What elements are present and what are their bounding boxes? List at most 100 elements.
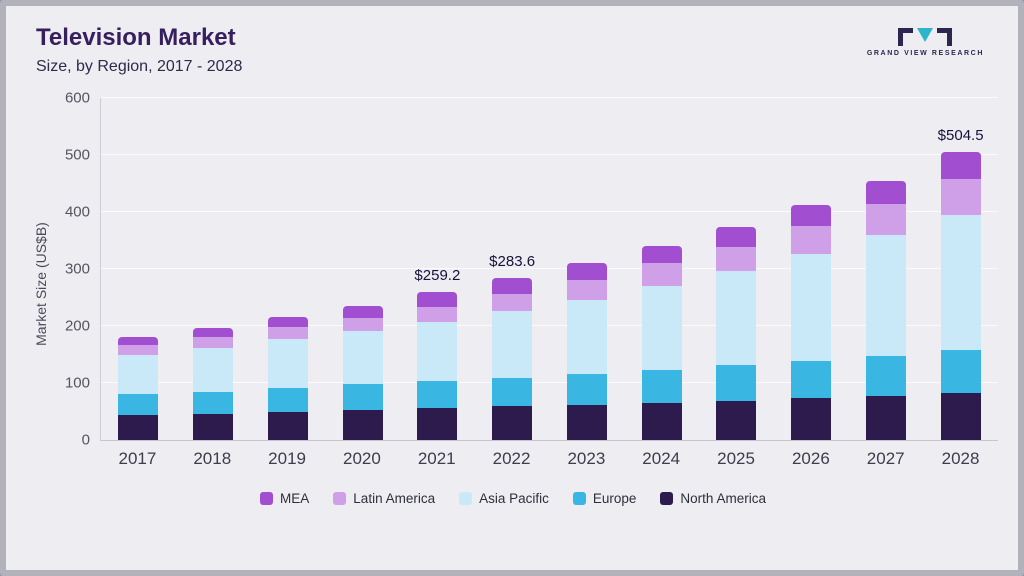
bar-stack-2026 [791, 205, 832, 440]
x-tick-label: 2021 [417, 449, 456, 468]
x-tick-label: 2017 [118, 449, 157, 468]
gridline [101, 211, 998, 212]
legend-swatch [459, 492, 473, 505]
bar-segment-mea [566, 263, 607, 280]
x-tick-label: 2019 [268, 449, 306, 468]
bar-column-2020 [325, 98, 400, 440]
bar-stack-2018 [193, 327, 234, 440]
bar-segment-north-america [118, 414, 159, 440]
bar-segment-europe [791, 360, 832, 398]
bar-segment-mea [940, 152, 981, 179]
y-tick-label: 600 [64, 89, 90, 107]
bar-segment-asia-pacific [193, 347, 234, 392]
y-tick-label: 400 [64, 203, 90, 221]
bar-column-2021: $259.2 [400, 98, 475, 440]
bar-segment-north-america [193, 413, 234, 440]
bar-segment-asia-pacific [492, 311, 533, 378]
bar-segment-asia-pacific [267, 339, 308, 388]
bar-segment-mea [342, 306, 383, 319]
bar-segment-north-america [267, 411, 308, 440]
bar-segment-mea [267, 317, 308, 328]
bar-segment-europe [566, 374, 607, 405]
bar-segment-europe [940, 349, 981, 394]
bar-segment-mea [791, 205, 832, 227]
gridline [101, 154, 998, 155]
x-tick-label: 2020 [342, 449, 381, 468]
bar-segment-latin-america [791, 226, 832, 254]
bar-column-2018 [176, 98, 251, 440]
bar-column-2025 [699, 98, 774, 440]
legend-label: Latin America [353, 491, 436, 506]
chart-body: Market Size (US$B) 0 100 200 300 400 500 600 $… [28, 90, 998, 469]
bar-stack-2023 [566, 263, 607, 440]
bar-segment-north-america [417, 408, 458, 440]
bar-segment-asia-pacific [716, 271, 757, 366]
bar-segment-north-america [791, 397, 832, 440]
bar-column-2027 [849, 98, 924, 440]
legend-swatch [333, 492, 347, 505]
bar-column-2022: $283.6 [475, 98, 550, 440]
bar-stack-2024 [641, 246, 682, 440]
bar-segment-europe [193, 391, 234, 414]
legend-label: Europe [592, 491, 637, 506]
x-tick-label: 2024 [642, 449, 681, 468]
y-tick-label: 100 [64, 374, 90, 392]
bar-segment-mea [492, 278, 533, 294]
legend-label: MEA [280, 491, 310, 506]
x-tick-label: 2025 [717, 449, 755, 468]
bar-segment-north-america [492, 405, 533, 440]
bar-segment-latin-america [267, 327, 308, 340]
bar-stack-2028 [940, 152, 981, 440]
bar-value-label: $259.2 [414, 267, 461, 285]
y-axis-ticks: 0 100 200 300 400 500 600 [54, 90, 100, 449]
brand-logo: GRAND VIEW RESEARCH [867, 28, 984, 57]
bar-segment-europe [342, 384, 383, 410]
x-tick-label: 2023 [567, 449, 606, 468]
bar-stack-2027 [865, 180, 906, 440]
bar-column-2023 [550, 98, 625, 440]
y-tick-label: 300 [64, 260, 90, 278]
bar-segment-latin-america [641, 263, 682, 287]
bar-segment-asia-pacific [940, 214, 981, 350]
bar-segment-latin-america [342, 318, 383, 332]
bar-segment-latin-america [417, 306, 458, 323]
y-tick-label: 0 [81, 431, 90, 449]
bar-segment-europe [865, 356, 906, 397]
bar-column-2026 [774, 98, 849, 440]
bar-columns: $259.2 $283.6 $504.5 [101, 98, 998, 440]
y-tick-label: 200 [64, 317, 90, 335]
bar-segment-latin-america [716, 246, 757, 272]
bar-stack-2020 [342, 306, 383, 440]
bar-segment-mea [417, 292, 458, 307]
plot-area: $259.2 $283.6 $504.5 [100, 97, 998, 441]
bar-segment-mea [716, 227, 757, 247]
legend-item-latin-america: Latin America [333, 491, 435, 506]
plot-column: $259.2 $283.6 $504.5 2017 2018 2019 2020 2021 2… [100, 97, 998, 469]
bar-segment-latin-america [118, 344, 159, 355]
bar-segment-north-america [940, 393, 981, 440]
brand-logo-text: GRAND VIEW RESEARCH [866, 50, 984, 57]
x-tick-label: 2028 [941, 449, 980, 468]
bar-stack-2019 [267, 317, 308, 440]
gridline [101, 268, 998, 269]
bar-stack-2021 [417, 292, 458, 440]
bar-value-label: $283.6 [489, 253, 536, 271]
bar-segment-europe [267, 387, 308, 412]
bar-value-label: $504.5 [937, 127, 984, 145]
legend-swatch [572, 492, 586, 505]
chart-subtitle: Size, by Region, 2017 - 2028 [36, 58, 243, 75]
bar-segment-mea [193, 327, 234, 337]
bar-segment-europe [492, 377, 533, 406]
legend-item-north-america: North America [660, 491, 766, 506]
bar-segment-latin-america [566, 279, 607, 301]
y-axis-title-wrap: Market Size (US$B) [28, 98, 54, 469]
bar-column-2019 [251, 98, 326, 440]
x-tick-label: 2018 [193, 449, 232, 468]
bar-segment-north-america [641, 402, 682, 440]
bar-segment-asia-pacific [342, 331, 383, 385]
bar-segment-mea [118, 336, 159, 345]
legend-label: North America [680, 491, 766, 506]
legend-item-asia-pacific: Asia Pacific [459, 491, 549, 506]
chart-title: Television Market [36, 24, 236, 51]
y-tick-label: 500 [64, 146, 90, 164]
